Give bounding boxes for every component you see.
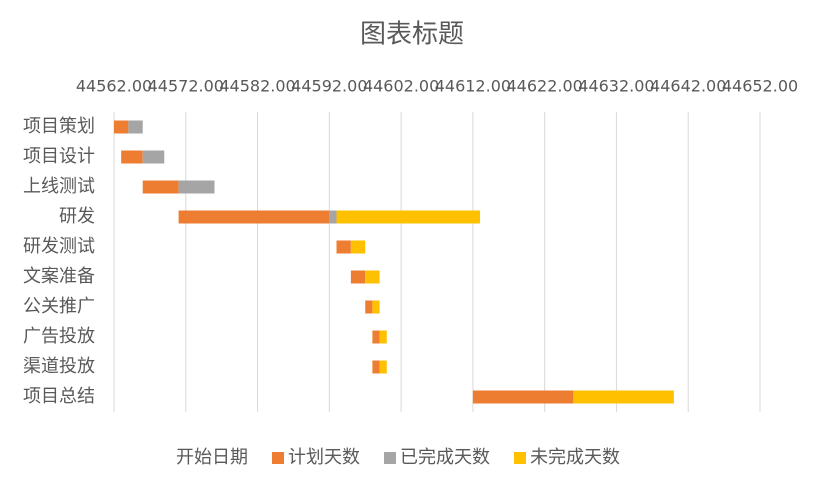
y-tick-label: 研发 <box>59 206 95 227</box>
legend-label: 已完成天数 <box>400 447 490 468</box>
legend-label: 开始日期 <box>176 447 248 468</box>
bar <box>336 210 481 224</box>
y-tick-label: 项目设计 <box>23 146 95 167</box>
x-tick-label: 44612.00 <box>435 77 511 96</box>
bar <box>329 210 337 224</box>
bar <box>142 180 179 194</box>
x-tick-label: 44622.00 <box>506 77 582 96</box>
y-tick-label: 上线测试 <box>23 176 95 197</box>
y-tick-label: 文案准备 <box>23 266 95 287</box>
bar <box>372 300 380 314</box>
y-tick-label: 项目策划 <box>23 116 95 137</box>
legend-swatch <box>514 452 526 464</box>
bar <box>472 390 574 404</box>
bar <box>350 270 366 284</box>
y-tick-label: 渠道投放 <box>23 356 95 377</box>
bar <box>178 210 330 224</box>
legend-label: 计划天数 <box>288 447 360 468</box>
bar <box>114 120 129 134</box>
x-tick-label: 44652.00 <box>722 77 798 96</box>
bar <box>365 270 380 284</box>
y-tick-label: 公关推广 <box>23 296 95 317</box>
bar <box>121 150 143 164</box>
x-tick-label: 44602.00 <box>363 77 439 96</box>
bar <box>372 330 380 344</box>
y-tick-label: 研发测试 <box>23 236 95 257</box>
bar <box>379 360 387 374</box>
y-tick-label: 项目总结 <box>23 386 95 407</box>
y-tick-label: 广告投放 <box>23 326 95 347</box>
bar <box>573 390 674 404</box>
legend-swatch <box>384 452 396 464</box>
bar <box>379 330 387 344</box>
chart-title: 图表标题 <box>360 20 464 50</box>
x-tick-label: 44572.00 <box>148 77 224 96</box>
x-tick-label: 44562.00 <box>76 77 152 96</box>
bar <box>350 240 366 254</box>
bar <box>142 150 165 164</box>
x-tick-label: 44592.00 <box>291 77 367 96</box>
x-tick-label: 44582.00 <box>219 77 295 96</box>
bar <box>128 120 143 134</box>
bar <box>365 300 373 314</box>
bar <box>336 240 351 254</box>
bar <box>372 360 380 374</box>
legend-label: 未完成天数 <box>530 447 620 468</box>
x-tick-label: 44642.00 <box>650 77 726 96</box>
bar <box>178 180 215 194</box>
x-tick-label: 44632.00 <box>578 77 654 96</box>
legend-swatch <box>272 452 284 464</box>
